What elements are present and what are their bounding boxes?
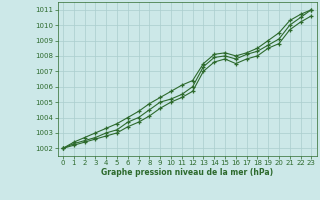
X-axis label: Graphe pression niveau de la mer (hPa): Graphe pression niveau de la mer (hPa): [101, 168, 273, 177]
